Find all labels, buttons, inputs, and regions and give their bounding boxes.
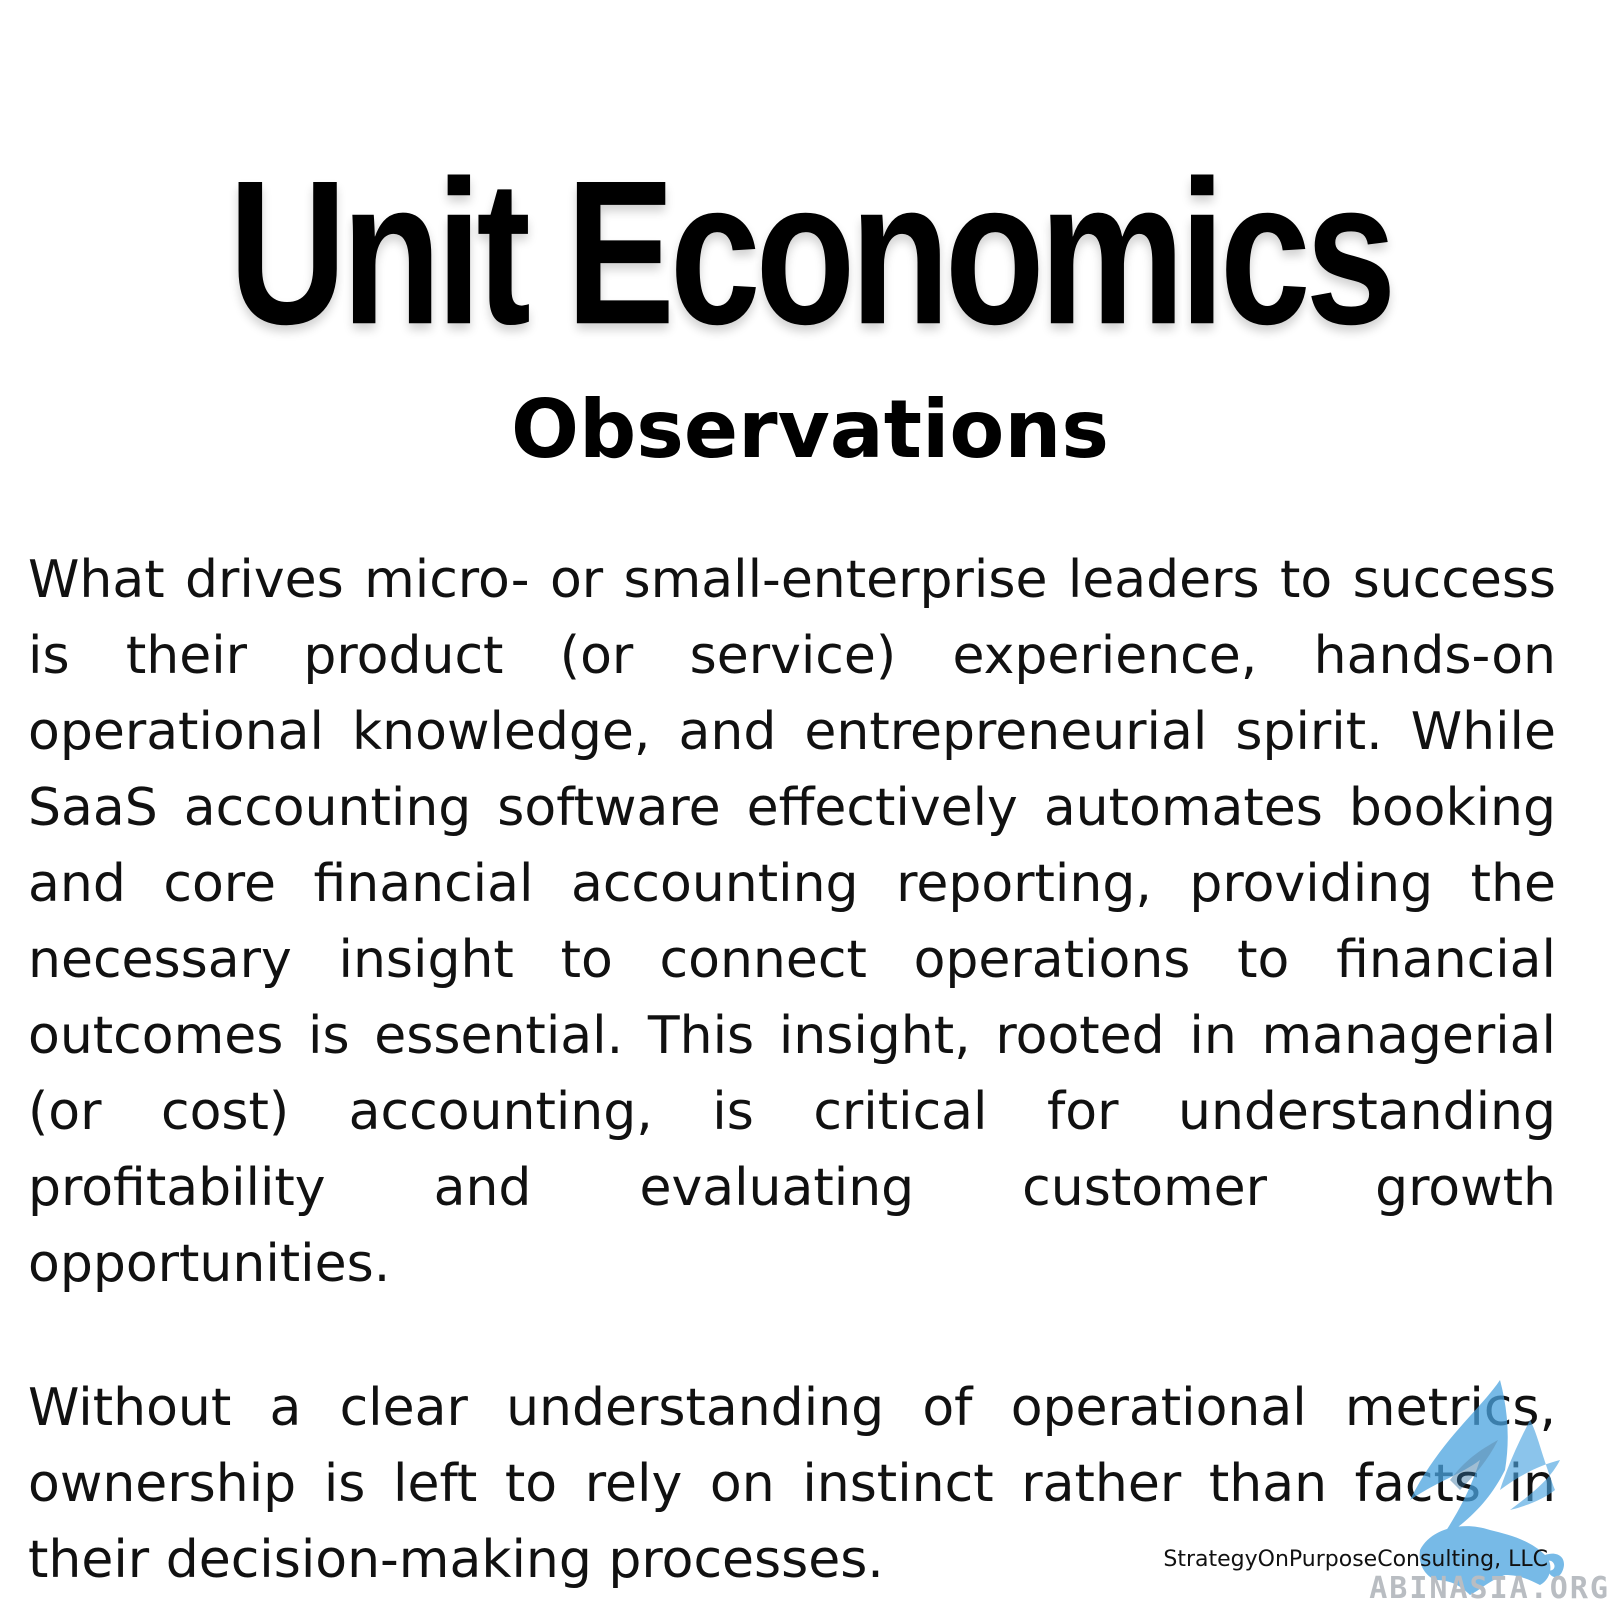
winged-lion-logo-icon bbox=[1410, 1380, 1565, 1595]
watermark: ABINASIA.ORG bbox=[1369, 1571, 1610, 1606]
body-paragraph-1: What drives micro- or small-enterprise l… bbox=[28, 550, 1556, 1294]
page-title: Unit Economics bbox=[228, 138, 1397, 368]
body-paragraph-2: Without a clear understanding of operati… bbox=[28, 1378, 1556, 1590]
page-subtitle: Observations bbox=[511, 383, 1109, 476]
footer-credit: StrategyOnPurposeConsulting, LLC bbox=[1163, 1547, 1548, 1572]
